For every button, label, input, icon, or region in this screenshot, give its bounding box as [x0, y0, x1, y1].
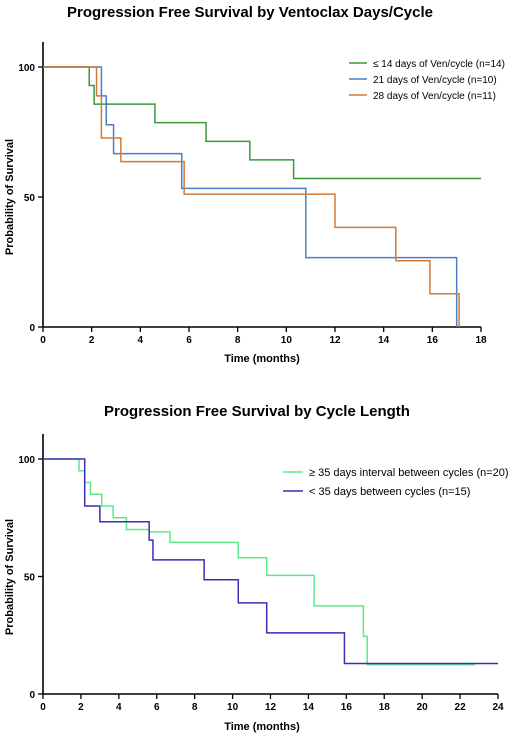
y-tick-label: 50 [24, 193, 36, 204]
legend-label-1: ≤ 14 days of Ven/cycle (n=14) [373, 59, 505, 70]
legend-label-2: 21 days of Ven/cycle (n=10) [373, 75, 497, 86]
series-line-1 [43, 66, 481, 180]
series-line-2 [43, 66, 458, 327]
x-tick-label: 8 [235, 335, 241, 346]
chart-title: Progression Free Survival by Cycle Lengt… [104, 403, 410, 420]
chart-svg-cycle-length: Progression Free Survival by Cycle Lengt… [4, 403, 509, 733]
x-tick-label: 24 [492, 702, 504, 713]
y-tick-label: 100 [18, 63, 35, 74]
x-tick-label: 0 [40, 702, 46, 713]
x-tick-label: 14 [378, 335, 390, 346]
chart-svg-ventoclax: Progression Free Survival by Ventoclax D… [4, 4, 505, 365]
x-tick-label: 22 [455, 702, 467, 713]
chart-panel-ventoclax: Progression Free Survival by Ventoclax D… [0, 0, 520, 365]
x-tick-label: 0 [40, 335, 46, 346]
chart-title: Progression Free Survival by Ventoclax D… [67, 4, 433, 21]
x-axis-label: Time (months) [224, 721, 300, 733]
x-tick-label: 12 [329, 335, 341, 346]
y-tick-label: 50 [24, 573, 36, 584]
y-axis-label: Probability of Survival [4, 519, 16, 635]
x-tick-label: 6 [186, 335, 192, 346]
x-tick-label: 2 [78, 702, 84, 713]
x-tick-label: 20 [417, 702, 429, 713]
x-tick-label: 18 [475, 335, 487, 346]
series-line-3 [43, 66, 460, 327]
series-line-2 [43, 458, 498, 665]
x-axis-label: Time (months) [224, 353, 300, 365]
chart-panel-cycle-length: Progression Free Survival by Cycle Lengt… [0, 360, 520, 735]
x-tick-label: 18 [379, 702, 391, 713]
x-tick-label: 12 [265, 702, 277, 713]
y-axis-label: Probability of Survival [4, 139, 16, 255]
x-tick-label: 2 [89, 335, 95, 346]
legend-label-1: ≥ 35 days interval between cycles (n=20) [309, 467, 509, 479]
y-tick-label: 100 [18, 455, 35, 466]
x-tick-label: 4 [138, 335, 144, 346]
x-tick-label: 16 [427, 335, 439, 346]
x-tick-label: 16 [341, 702, 353, 713]
x-tick-label: 14 [303, 702, 315, 713]
legend-label-2: < 35 days between cycles (n=15) [309, 486, 470, 498]
y-tick-label: 0 [29, 690, 35, 701]
y-tick-label: 0 [29, 323, 35, 334]
x-tick-label: 8 [192, 702, 198, 713]
x-tick-label: 10 [227, 702, 239, 713]
legend-label-3: 28 days of Ven/cycle (n=11) [373, 91, 496, 102]
x-tick-label: 6 [154, 702, 160, 713]
x-tick-label: 10 [281, 335, 293, 346]
x-tick-label: 4 [116, 702, 122, 713]
